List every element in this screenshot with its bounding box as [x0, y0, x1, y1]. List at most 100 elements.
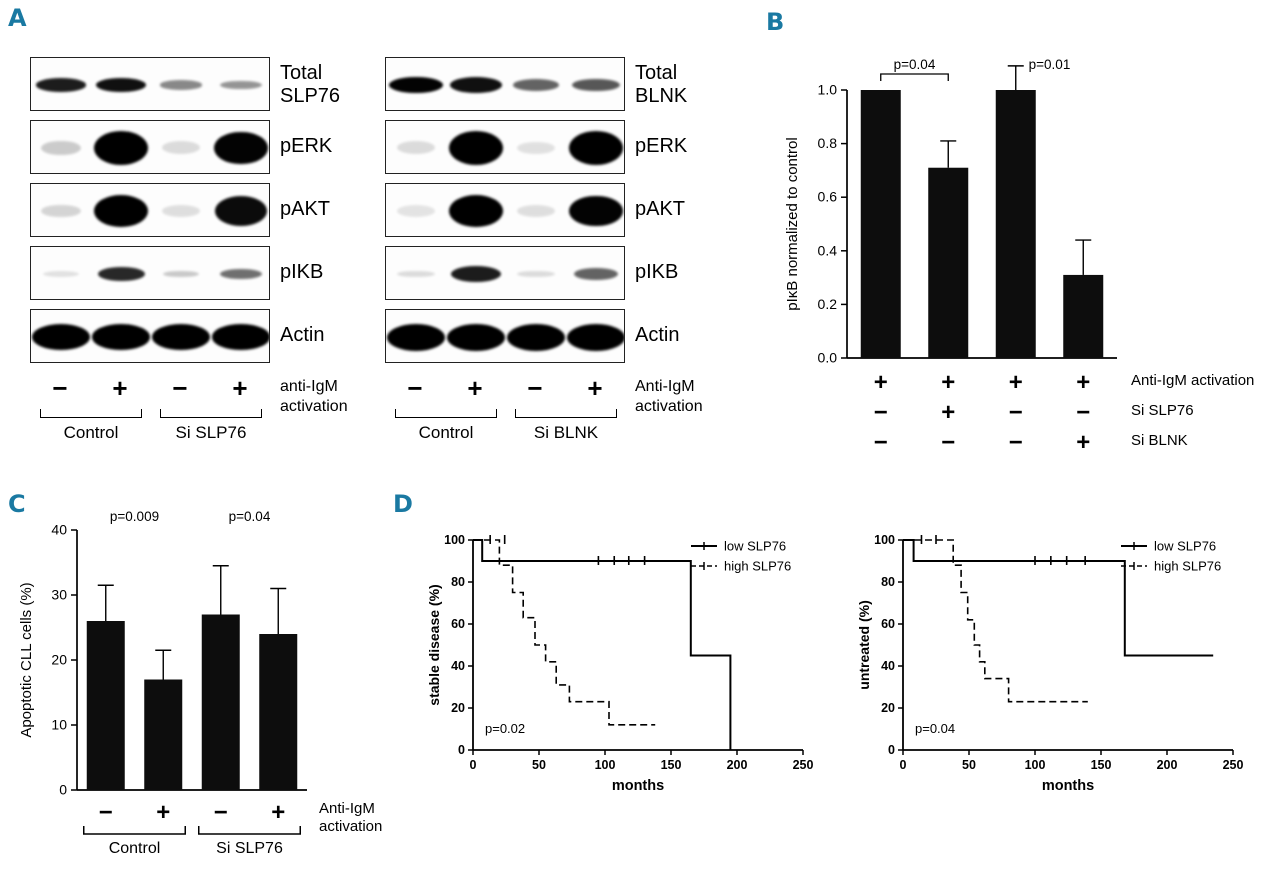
x-tick-label: 0 — [470, 758, 477, 772]
condition-label: Anti-IgM activation — [1131, 372, 1254, 389]
legend-label: high SLP76 — [1154, 559, 1221, 574]
blot-band — [396, 205, 436, 217]
blot-band — [397, 270, 435, 278]
blot-band — [516, 204, 556, 217]
chart-shape: Si BLNK — [1131, 432, 1188, 449]
x-tick-label: 150 — [1091, 758, 1112, 772]
x-tick-label: 200 — [727, 758, 748, 772]
blot-band — [516, 141, 556, 155]
condition-sign: − — [941, 429, 955, 456]
y-tick-label: 60 — [881, 617, 895, 631]
y-tick-label: 20 — [51, 652, 67, 668]
y-tick-label: 0 — [888, 743, 895, 757]
blot-row-label: pIKB — [635, 261, 679, 283]
y-tick-label: 80 — [881, 575, 895, 589]
apoptosis-bar-chart: 0 10 20 30 40 Apoptotic CLL cells (%) p=0.009 p… — [18, 509, 382, 857]
blot-set-blnk: Total BLNK pERK pAKT pIKB Actin − + − + Control Si… — [385, 57, 740, 487]
panel-c-label: C — [8, 490, 26, 518]
condition-sign: + — [1009, 369, 1023, 396]
lane-sign: + — [232, 373, 248, 403]
activation-label: Anti-IgM activation — [635, 378, 703, 415]
group-label: Control — [418, 423, 474, 442]
blot-band — [389, 76, 443, 94]
y-axis-title: stable disease (%) — [426, 584, 442, 705]
km-curve-solid — [903, 539, 1214, 657]
y-tick-label: 100 — [874, 533, 895, 547]
group-bracket — [198, 826, 301, 835]
condition-sign: − — [1009, 399, 1023, 426]
condition-sign: + — [941, 399, 955, 426]
blot-row-label: pAKT — [280, 198, 331, 220]
x-tick-label: 0 — [900, 758, 907, 772]
y-axis-title: pIκB normalized to control — [784, 137, 801, 310]
blot-band — [569, 195, 623, 227]
y-tick-label: 0 — [59, 782, 67, 798]
y-tick-label: 80 — [451, 575, 465, 589]
condition-sign: − — [1076, 399, 1090, 426]
blot-box-blnk-perk — [385, 120, 625, 174]
blot-band — [212, 324, 269, 350]
condition-sign: − — [1009, 429, 1023, 456]
y-tick-label: 60 — [451, 617, 465, 631]
blot-band — [43, 271, 79, 277]
legend-label: low SLP76 — [724, 539, 786, 554]
lane-sign: − — [407, 373, 423, 403]
group-label: Si SLP76 — [175, 423, 247, 442]
chart-shape: activation — [319, 818, 382, 835]
y-tick-label: 30 — [51, 587, 67, 603]
blot-band — [219, 268, 263, 280]
p-annotation: p=0.02 — [485, 721, 525, 736]
legend-label: low SLP76 — [1154, 539, 1216, 554]
blot-box-blnk-actin — [385, 309, 625, 363]
condition-sign: + — [941, 369, 955, 396]
blot-band — [447, 323, 505, 351]
x-tick-label: 250 — [793, 758, 814, 772]
x-tick-label: 200 — [1157, 758, 1178, 772]
pikb-bar-chart: 0.0 0.2 0.4 0.6 0.8 1.0 pIκB normalized to con… — [784, 57, 1254, 456]
lane-sign: − — [52, 373, 68, 403]
blot-band — [94, 131, 148, 165]
blot-band — [512, 78, 560, 91]
y-axis-title: Apoptotic CLL cells (%) — [18, 582, 35, 737]
blot-band — [92, 324, 150, 350]
y-axis-title: untreated (%) — [856, 600, 872, 689]
group-bracket — [515, 409, 617, 418]
x-tick-label: 100 — [1025, 758, 1046, 772]
km-curve-dashed — [473, 539, 656, 726]
condition-sign: − — [874, 429, 888, 456]
lane-sign: + — [112, 373, 128, 403]
p-value: p=0.04 — [229, 509, 271, 524]
group-bracket — [83, 826, 186, 835]
x-tick-label: 250 — [1223, 758, 1244, 772]
p-value: p=0.01 — [1029, 57, 1071, 72]
bar — [928, 167, 969, 358]
condition-sign: + — [271, 799, 285, 826]
blot-band — [396, 141, 436, 155]
panel-d-label: D — [393, 490, 413, 518]
blot-row-label: Total BLNK — [635, 62, 688, 107]
y-tick-label: 10 — [51, 717, 67, 733]
bar — [1063, 274, 1104, 358]
km-stable-disease-chart: 0 20 40 60 80 100 0 50 100 150 200 250 stable diseas… — [426, 533, 814, 794]
blot-box-slp76-perk — [30, 120, 270, 174]
blot-band — [152, 324, 210, 350]
lane-sign: − — [527, 373, 543, 403]
p-annotation: p=0.04 — [915, 721, 955, 736]
blot-box-slp76-total-slp76 — [30, 57, 270, 111]
blot-band — [449, 131, 503, 165]
blot-band — [41, 140, 81, 156]
blot-band — [517, 270, 555, 278]
x-axis-title: months — [1042, 778, 1094, 794]
blot-row-label: Total SLP76 — [280, 62, 341, 107]
lane-sign: + — [467, 373, 483, 403]
blot-row-label: Actin — [635, 324, 680, 346]
blot-box-blnk-pakt — [385, 183, 625, 237]
bar — [144, 679, 183, 790]
blot-row-label: Actin — [280, 324, 325, 346]
condition-sign: − — [874, 399, 888, 426]
sig-bracket — [880, 73, 949, 81]
blot-band — [162, 270, 200, 278]
x-tick-label: 50 — [532, 758, 546, 772]
chart-shape: Anti-IgM — [319, 800, 375, 817]
blot-row-label: pERK — [280, 135, 333, 157]
